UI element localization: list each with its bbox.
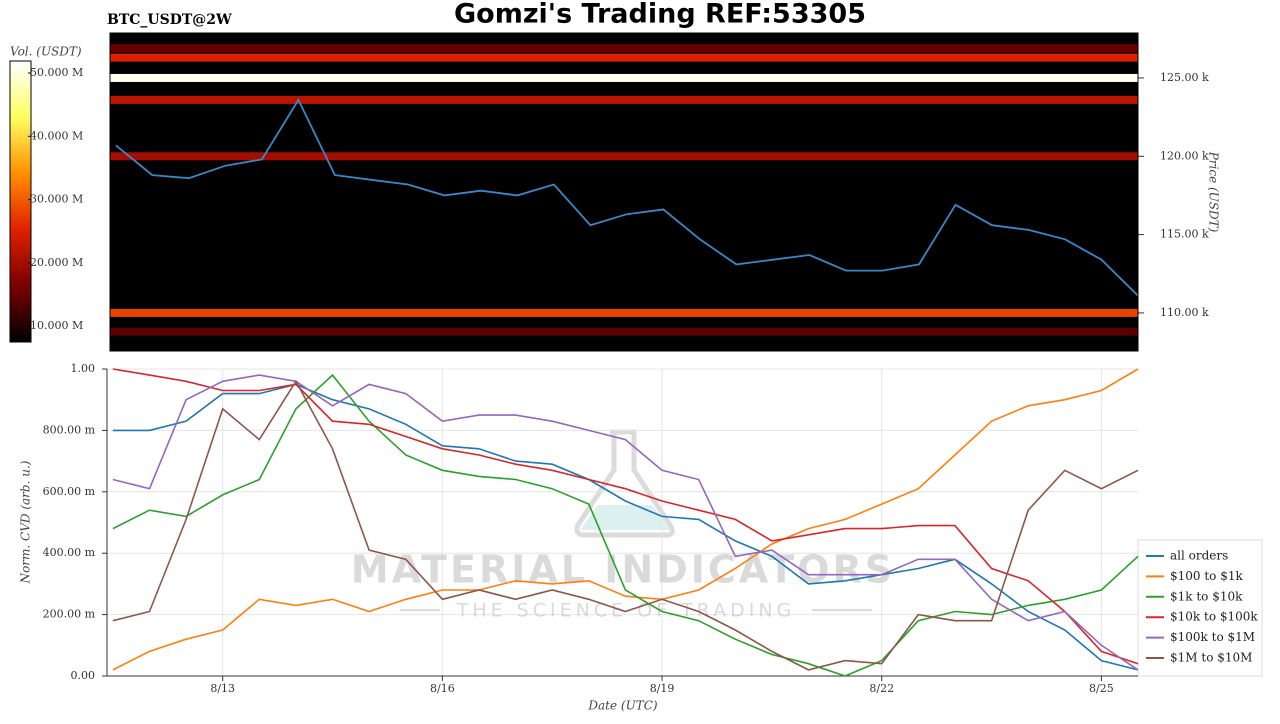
legend-label: $1k to $10k: [1170, 589, 1243, 603]
series-line: [112, 379, 1139, 671]
liquidity-band: [110, 73, 1138, 82]
legend-label: $1M to $10M: [1170, 651, 1252, 665]
liquidity-band: [110, 308, 1138, 317]
legend: [1137, 539, 1263, 677]
x-tick-label: 8/22: [869, 682, 894, 695]
chart-title: Gomzi's Trading REF:53305: [454, 0, 866, 30]
y-tick-label: 200.00 m: [43, 608, 96, 621]
liquidity-band: [110, 152, 1138, 161]
x-tick-label: 8/19: [650, 682, 675, 695]
colorbar-tick-label: 20.000 M: [30, 256, 83, 269]
y-tick-label: 120.00 k: [1160, 149, 1209, 162]
series-line: [112, 368, 1139, 665]
colorbar: [9, 60, 32, 343]
liquidity-band: [110, 53, 1138, 62]
x-tick-label: 8/16: [430, 682, 455, 695]
y-tick-label: 0.00: [71, 669, 96, 682]
legend-label: $100k to $1M: [1170, 630, 1255, 644]
y-axis-label: Norm. CVD (arb. u.): [19, 460, 33, 584]
watermark-subtitle: THE SCIENCE OF TRADING: [456, 600, 796, 622]
liquidity-band: [110, 44, 1138, 53]
colorbar-tick-label: 10.000 M: [30, 319, 83, 332]
series-line: [112, 374, 1139, 671]
y-tick-label: 800.00 m: [43, 423, 96, 436]
colorbar-tick-label: 40.000 M: [30, 129, 83, 142]
y-tick-label: 125.00 k: [1160, 71, 1209, 84]
y-tick-label: 1.00: [71, 362, 96, 375]
colorbar-label: Vol. (USDT): [10, 45, 82, 59]
colorbar-tick-label: 50.000 M: [30, 66, 83, 79]
plot-frame: [109, 32, 1139, 352]
symbol-label: BTC_USDT@2W: [107, 12, 232, 28]
price-line: [115, 98, 1139, 297]
watermark-icon: [400, 429, 872, 611]
y-tick-label: 400.00 m: [43, 546, 96, 559]
y-tick-label: 115.00 k: [1160, 228, 1209, 241]
liquidity-band: [110, 95, 1138, 104]
liquidity-band: [110, 327, 1138, 336]
colorbar-tick-label: 30.000 M: [30, 193, 83, 206]
legend-label: $100 to $1k: [1170, 569, 1243, 583]
series-line: [112, 368, 1139, 671]
y-axis-label: Price (USDT): [1207, 151, 1221, 233]
x-axis-label: Date (UTC): [587, 699, 657, 713]
series-line: [112, 373, 1139, 677]
heatmap-background: [110, 33, 1138, 351]
x-tick-label: 8/25: [1089, 682, 1114, 695]
y-tick-label: 600.00 m: [43, 485, 96, 498]
legend-label: all orders: [1170, 549, 1228, 563]
x-tick-label: 8/13: [210, 682, 235, 695]
legend-label: $10k to $100k: [1170, 610, 1258, 624]
y-tick-label: 110.00 k: [1160, 306, 1209, 319]
series-line: [112, 383, 1139, 671]
